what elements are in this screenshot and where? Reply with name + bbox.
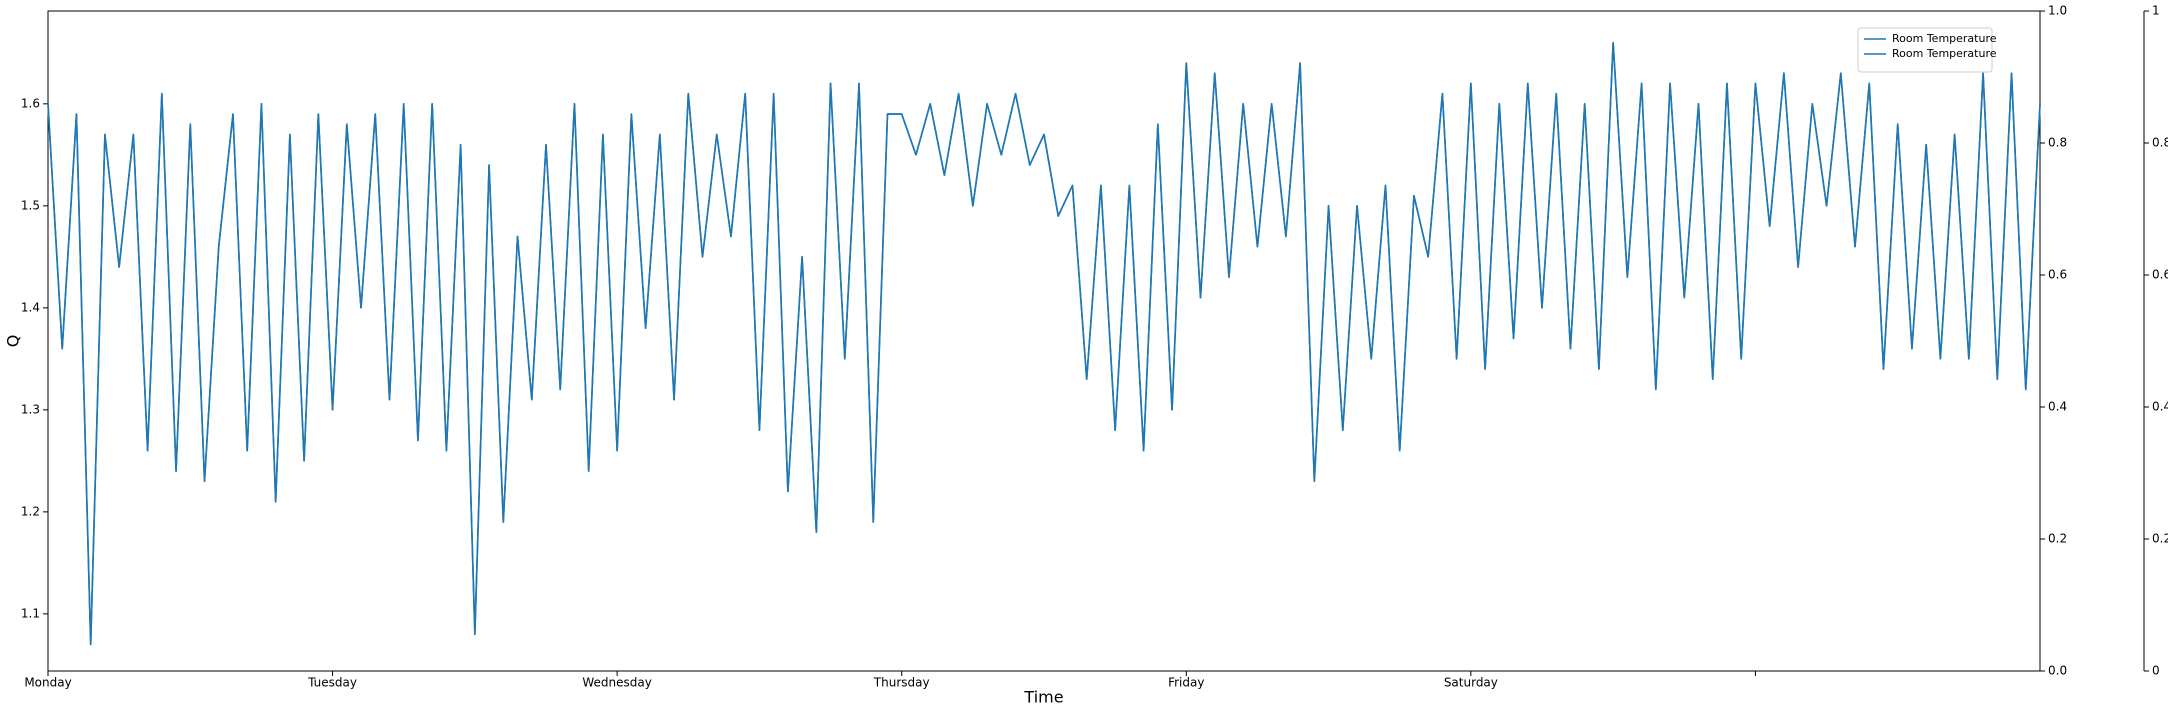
y2-tick-label: 0.6 — [2048, 268, 2067, 282]
y3-tick-label: 0.8 — [2152, 136, 2168, 150]
x-tick-label: Saturday — [1444, 676, 1498, 690]
legend-label: Room Temperature — [1892, 32, 1997, 45]
x-axis-label: Time — [1023, 688, 1063, 707]
y-tick-label: 1.1 — [21, 606, 40, 620]
y3-tick-label: 0 — [2152, 664, 2160, 678]
legend-label: Room Temperature — [1892, 47, 1997, 60]
y2-tick-label: 0.4 — [2048, 400, 2067, 414]
y2-tick-label: 0.8 — [2048, 136, 2067, 150]
y-tick-label: 1.5 — [21, 198, 40, 212]
y-tick-label: 1.6 — [21, 96, 40, 110]
y3-tick-label: 0.2 — [2152, 532, 2168, 546]
plot-frame — [47, 10, 2041, 672]
y3-tick-label: 1 — [2152, 4, 2160, 18]
y-axis-label: Q — [4, 335, 23, 348]
x-tick-label: Tuesday — [307, 676, 357, 690]
y3-tick-label: 0.6 — [2152, 268, 2168, 282]
x-tick-label: Wednesday — [582, 676, 651, 690]
x-tick-label: Friday — [1168, 676, 1204, 690]
y2-tick-label: 1.0 — [2048, 4, 2067, 18]
y2-tick-label: 0.2 — [2048, 532, 2067, 546]
y-tick-label: 1.2 — [21, 504, 40, 518]
y-tick-label: 1.4 — [21, 300, 40, 314]
x-tick-label: Monday — [24, 676, 71, 690]
y3-tick-label: 0.4 — [2152, 400, 2168, 414]
y2-tick-label: 0.0 — [2048, 664, 2067, 678]
y-tick-label: 1.3 — [21, 402, 40, 416]
legend-box — [1857, 27, 1993, 73]
data-line — [47, 41, 2041, 646]
x-tick-label: Thursday — [873, 676, 930, 690]
